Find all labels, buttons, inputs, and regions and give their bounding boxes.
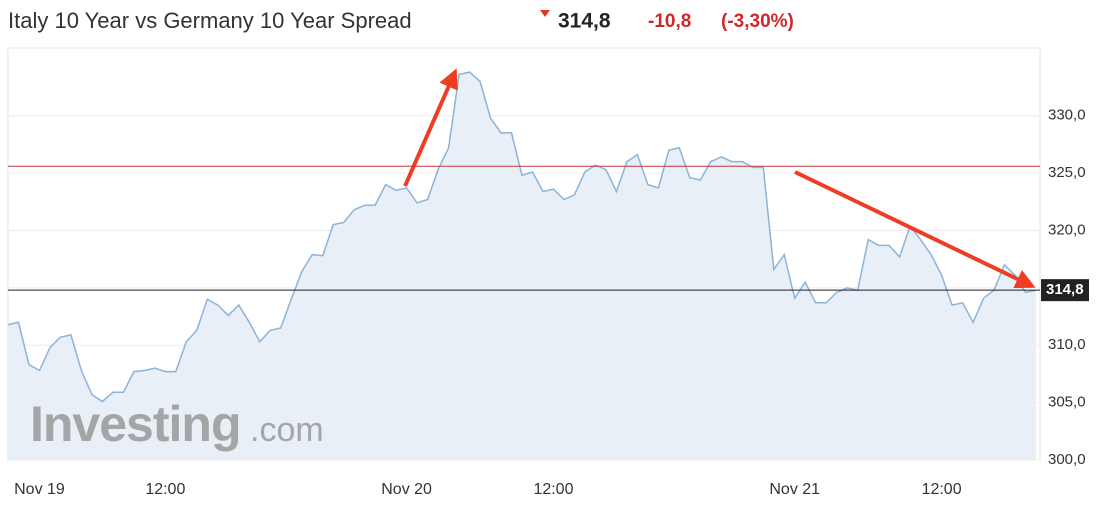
last-value: 314,8	[558, 10, 611, 33]
y-tick-label: 305,0	[1048, 394, 1086, 411]
area	[8, 72, 1036, 460]
x-tick-label: Nov 21	[769, 481, 820, 498]
x-tick-label: 12:00	[145, 481, 185, 498]
x-tick-label: 12:00	[922, 481, 962, 498]
watermark-suffix: .com	[250, 411, 324, 449]
x-tick-label: Nov 19	[14, 481, 65, 498]
x-tick-label: 12:00	[533, 481, 573, 498]
chart-title: Italy 10 Year vs Germany 10 Year Spread	[8, 8, 412, 33]
change-pct: (-3,30%)	[721, 11, 794, 32]
line	[7, 71, 1037, 403]
marks	[7, 71, 1037, 460]
y-tick-label: 310,0	[1048, 336, 1086, 353]
last-label: 314,8	[1046, 281, 1084, 298]
watermark-brand: Investing	[30, 396, 240, 452]
down-icon	[540, 10, 550, 17]
change: -10,8	[648, 11, 691, 32]
y-tick-label: 325,0	[1048, 164, 1086, 181]
y-tick-label: 300,0	[1048, 451, 1086, 468]
annotation-arrow	[403, 68, 458, 187]
y-tick-label: 320,0	[1048, 221, 1086, 238]
annotation-arrow	[794, 170, 1036, 289]
x-tick-label: Nov 20	[381, 481, 432, 498]
last-label-box	[1041, 279, 1089, 302]
y-tick-label: 330,0	[1048, 107, 1086, 124]
